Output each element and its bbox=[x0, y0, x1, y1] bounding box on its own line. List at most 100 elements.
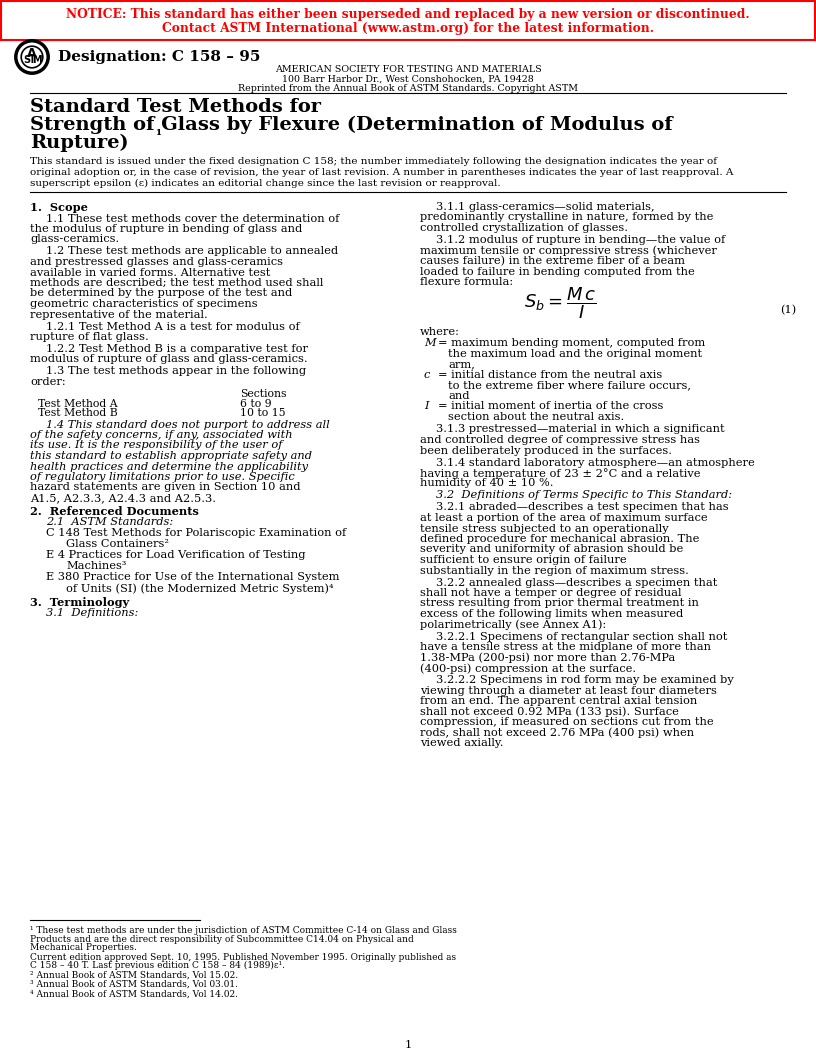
Text: 1.1 These test methods cover the determination of: 1.1 These test methods cover the determi… bbox=[46, 213, 339, 224]
Text: E 380 Practice for Use of the International System: E 380 Practice for Use of the Internatio… bbox=[46, 572, 339, 583]
Text: polarimetrically (see Annex A1):: polarimetrically (see Annex A1): bbox=[420, 620, 606, 630]
Text: ³ Annual Book of ASTM Standards, Vol 03.01.: ³ Annual Book of ASTM Standards, Vol 03.… bbox=[30, 980, 238, 989]
Text: 1: 1 bbox=[405, 1040, 411, 1050]
Text: at least a portion of the area of maximum surface: at least a portion of the area of maximu… bbox=[420, 513, 707, 523]
Text: arm,: arm, bbox=[448, 359, 475, 370]
Text: ¹: ¹ bbox=[156, 129, 162, 143]
Text: rods, shall not exceed 2.76 MPa (400 psi) when: rods, shall not exceed 2.76 MPa (400 psi… bbox=[420, 728, 694, 738]
Text: 3.1.4 standard laboratory atmosphere—an atmosphere: 3.1.4 standard laboratory atmosphere—an … bbox=[436, 457, 755, 468]
Text: rupture of flat glass.: rupture of flat glass. bbox=[30, 332, 149, 342]
Text: this standard to establish appropriate safety and: this standard to establish appropriate s… bbox=[30, 451, 312, 461]
Text: causes failure) in the extreme fiber of a beam: causes failure) in the extreme fiber of … bbox=[420, 256, 685, 266]
Text: tensile stress subjected to an operationally: tensile stress subjected to an operation… bbox=[420, 524, 668, 533]
Text: T: T bbox=[29, 55, 35, 65]
Text: of regulatory limitations prior to use. Specific: of regulatory limitations prior to use. … bbox=[30, 472, 295, 482]
Text: 1.2.2 Test Method B is a comparative test for: 1.2.2 Test Method B is a comparative tes… bbox=[46, 344, 308, 354]
Text: order:: order: bbox=[30, 377, 65, 386]
Text: 1.  Scope: 1. Scope bbox=[30, 202, 88, 213]
Text: 3.2.2.2 Specimens in rod form may be examined by: 3.2.2.2 Specimens in rod form may be exa… bbox=[436, 675, 734, 685]
Text: M: M bbox=[424, 339, 436, 348]
Text: This standard is issued under the fixed designation C 158; the number immediatel: This standard is issued under the fixed … bbox=[30, 157, 717, 166]
Text: geometric characteristics of specimens: geometric characteristics of specimens bbox=[30, 299, 258, 309]
Text: substantially in the region of maximum stress.: substantially in the region of maximum s… bbox=[420, 566, 689, 576]
Text: original adoption or, in the case of revision, the year of last revision. A numb: original adoption or, in the case of rev… bbox=[30, 168, 734, 177]
Text: C 158 – 40 T. Last previous edition C 158 – 84 (1989)ε¹.: C 158 – 40 T. Last previous edition C 15… bbox=[30, 961, 285, 970]
Text: of Units (SI) (the Modernized Metric System)⁴: of Units (SI) (the Modernized Metric Sys… bbox=[66, 583, 334, 593]
Text: sufficient to ensure origin of failure: sufficient to ensure origin of failure bbox=[420, 555, 627, 565]
Text: viewing through a diameter at least four diameters: viewing through a diameter at least four… bbox=[420, 685, 717, 696]
Text: Mechanical Properties.: Mechanical Properties. bbox=[30, 943, 137, 953]
Text: Standard Test Methods for: Standard Test Methods for bbox=[30, 98, 321, 116]
Text: humidity of 40 ± 10 %.: humidity of 40 ± 10 %. bbox=[420, 478, 553, 489]
Text: $S_b = \dfrac{M\,c}{I}$: $S_b = \dfrac{M\,c}{I}$ bbox=[524, 285, 596, 321]
Text: its use. It is the responsibility of the user of: its use. It is the responsibility of the… bbox=[30, 440, 282, 451]
Text: controlled crystallization of glasses.: controlled crystallization of glasses. bbox=[420, 223, 628, 233]
Text: be determined by the purpose of the test and: be determined by the purpose of the test… bbox=[30, 288, 292, 299]
Text: A1.5, A2.3.3, A2.4.3 and A2.5.3.: A1.5, A2.3.3, A2.4.3 and A2.5.3. bbox=[30, 493, 216, 503]
Text: stress resulting from prior thermal treatment in: stress resulting from prior thermal trea… bbox=[420, 599, 698, 608]
Text: ¹ These test methods are under the jurisdiction of ASTM Committee C-14 on Glass : ¹ These test methods are under the juris… bbox=[30, 926, 457, 935]
Text: available in varied forms. Alternative test: available in varied forms. Alternative t… bbox=[30, 267, 270, 278]
Text: 2.  Referenced Documents: 2. Referenced Documents bbox=[30, 506, 199, 516]
Text: the modulus of rupture in bending of glass and: the modulus of rupture in bending of gla… bbox=[30, 224, 302, 234]
Text: 3.1.3 prestressed—material in which a significant: 3.1.3 prestressed—material in which a si… bbox=[436, 425, 725, 434]
Text: Rupture): Rupture) bbox=[30, 134, 129, 152]
Text: c: c bbox=[424, 370, 430, 380]
Text: 10 to 15: 10 to 15 bbox=[240, 408, 286, 418]
Text: 1.3 The test methods appear in the following: 1.3 The test methods appear in the follo… bbox=[46, 366, 306, 377]
Text: = initial moment of inertia of the cross: = initial moment of inertia of the cross bbox=[438, 401, 663, 412]
Text: viewed axially.: viewed axially. bbox=[420, 738, 503, 748]
Text: modulus of rupture of glass and glass-ceramics.: modulus of rupture of glass and glass-ce… bbox=[30, 355, 308, 364]
Text: and controlled degree of compressive stress has: and controlled degree of compressive str… bbox=[420, 435, 700, 445]
Text: the maximum load and the original moment: the maximum load and the original moment bbox=[448, 348, 702, 359]
Text: I: I bbox=[424, 401, 428, 412]
Text: health practices and determine the applicability: health practices and determine the appli… bbox=[30, 461, 308, 471]
Text: A: A bbox=[27, 46, 37, 59]
Text: ² Annual Book of ASTM Standards, Vol 15.02.: ² Annual Book of ASTM Standards, Vol 15.… bbox=[30, 970, 238, 980]
Text: Machines³: Machines³ bbox=[66, 561, 126, 571]
Text: glass-ceramics.: glass-ceramics. bbox=[30, 234, 119, 245]
Text: = maximum bending moment, computed from: = maximum bending moment, computed from bbox=[438, 339, 705, 348]
Text: 3.  Terminology: 3. Terminology bbox=[30, 597, 129, 607]
Text: S: S bbox=[24, 55, 30, 65]
Text: Products and are the direct responsibility of Subcommittee C14.04 on Physical an: Products and are the direct responsibili… bbox=[30, 935, 414, 943]
Text: 6 to 9: 6 to 9 bbox=[240, 398, 272, 409]
Text: (400-psi) compression at the surface.: (400-psi) compression at the surface. bbox=[420, 663, 636, 674]
Text: Contact ASTM International (www.astm.org) for the latest information.: Contact ASTM International (www.astm.org… bbox=[162, 22, 654, 35]
Text: been deliberately produced in the surfaces.: been deliberately produced in the surfac… bbox=[420, 446, 672, 455]
Text: and: and bbox=[448, 391, 469, 401]
Text: Test Method A: Test Method A bbox=[38, 398, 118, 409]
Text: from an end. The apparent central axial tension: from an end. The apparent central axial … bbox=[420, 696, 697, 706]
Text: have a tensile stress at the midplane of more than: have a tensile stress at the midplane of… bbox=[420, 642, 711, 652]
Text: Sections: Sections bbox=[240, 389, 286, 399]
Text: superscript epsilon (ε) indicates an editorial change since the last revision or: superscript epsilon (ε) indicates an edi… bbox=[30, 180, 501, 188]
Text: Designation: C 158 – 95: Designation: C 158 – 95 bbox=[58, 50, 260, 64]
Text: of the safety concerns, if any, associated with: of the safety concerns, if any, associat… bbox=[30, 430, 293, 440]
Text: Current edition approved Sept. 10, 1995. Published November 1995. Originally pub: Current edition approved Sept. 10, 1995.… bbox=[30, 953, 456, 962]
Text: shall not exceed 0.92 MPa (133 psi). Surface: shall not exceed 0.92 MPa (133 psi). Sur… bbox=[420, 706, 679, 717]
Text: 3.2.2.1 Specimens of rectangular section shall not: 3.2.2.1 Specimens of rectangular section… bbox=[436, 631, 727, 641]
Text: defined procedure for mechanical abrasion. The: defined procedure for mechanical abrasio… bbox=[420, 534, 699, 544]
Text: section about the neutral axis.: section about the neutral axis. bbox=[448, 412, 624, 422]
Text: having a temperature of 23 ± 2°C and a relative: having a temperature of 23 ± 2°C and a r… bbox=[420, 468, 700, 478]
Text: 3.1  Definitions:: 3.1 Definitions: bbox=[46, 608, 139, 618]
Text: Glass Containers²: Glass Containers² bbox=[66, 539, 169, 549]
Text: shall not have a temper or degree of residual: shall not have a temper or degree of res… bbox=[420, 588, 681, 598]
Text: ⁴ Annual Book of ASTM Standards, Vol 14.02.: ⁴ Annual Book of ASTM Standards, Vol 14.… bbox=[30, 989, 238, 999]
Text: hazard statements are given in Section 10 and: hazard statements are given in Section 1… bbox=[30, 483, 300, 492]
Text: 1.2 These test methods are applicable to annealed: 1.2 These test methods are applicable to… bbox=[46, 246, 338, 257]
Text: methods are described; the test method used shall: methods are described; the test method u… bbox=[30, 278, 323, 288]
Text: representative of the material.: representative of the material. bbox=[30, 309, 208, 320]
Text: to the extreme fiber where failure occurs,: to the extreme fiber where failure occur… bbox=[448, 380, 691, 391]
Text: = initial distance from the neutral axis: = initial distance from the neutral axis bbox=[438, 370, 663, 380]
Text: E 4 Practices for Load Verification of Testing: E 4 Practices for Load Verification of T… bbox=[46, 550, 305, 561]
Text: predominantly crystalline in nature, formed by the: predominantly crystalline in nature, for… bbox=[420, 212, 713, 223]
Text: compression, if measured on sections cut from the: compression, if measured on sections cut… bbox=[420, 717, 714, 727]
Text: excess of the following limits when measured: excess of the following limits when meas… bbox=[420, 609, 683, 619]
Text: 3.2  Definitions of Terms Specific to This Standard:: 3.2 Definitions of Terms Specific to Thi… bbox=[436, 490, 732, 501]
Text: where:: where: bbox=[420, 327, 460, 337]
Text: AMERICAN SOCIETY FOR TESTING AND MATERIALS: AMERICAN SOCIETY FOR TESTING AND MATERIA… bbox=[275, 65, 541, 74]
Text: C 148 Test Methods for Polariscopic Examination of: C 148 Test Methods for Polariscopic Exam… bbox=[46, 528, 346, 539]
Text: 2.1  ASTM Standards:: 2.1 ASTM Standards: bbox=[46, 517, 173, 527]
Text: M: M bbox=[32, 55, 42, 65]
